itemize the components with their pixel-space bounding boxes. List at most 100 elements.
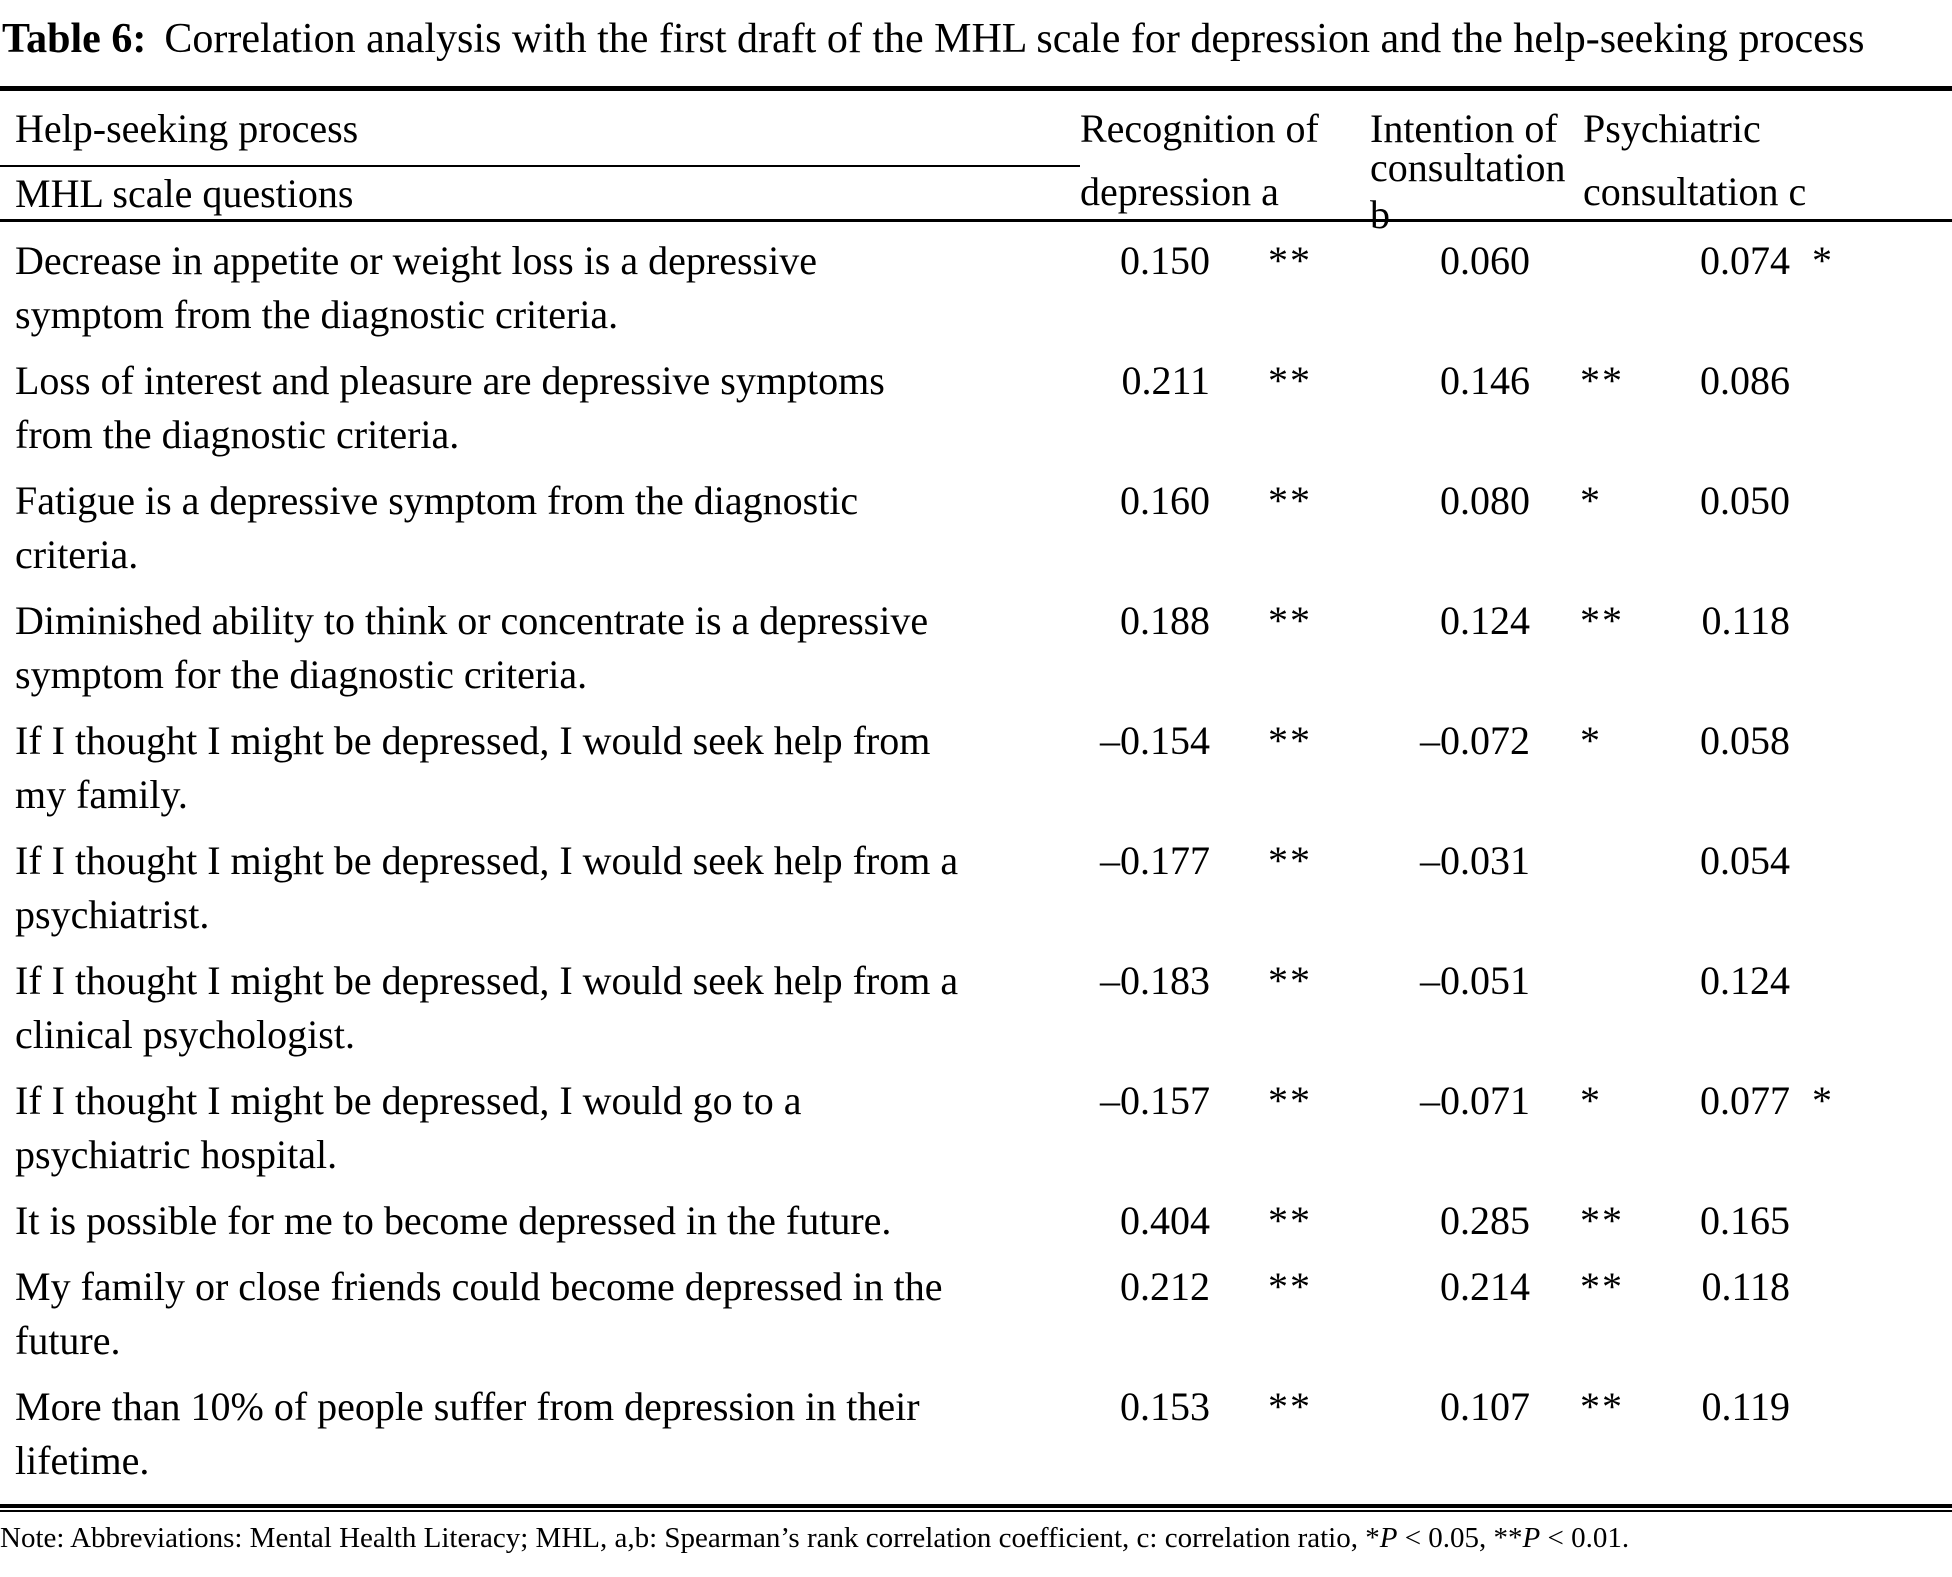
table-row: If I thought I might be depressed, I wou… [0,1074,1952,1182]
psychiatric-value: 0.118 [1701,598,1790,643]
table-title-text: Correlation analysis with the first draf… [164,16,1865,62]
table-footnote: Note: Abbreviations: Mental Health Liter… [0,1520,1952,1556]
header-col-psychiatric-line2: consultation c [1583,168,1807,214]
psychiatric-value: 0.054 [1700,838,1790,883]
psychiatric-sig: * [1812,1078,1834,1123]
question-cell: Decrease in appetite or weight loss is a… [15,238,817,337]
table-row: It is possible for me to become depresse… [0,1194,1952,1248]
header-mhl-scale-questions: MHL scale questions [0,167,1080,219]
question-cell: If I thought I might be depressed, I wou… [15,958,959,1057]
recognition-sig: ** [1268,1078,1312,1123]
header-help-seeking-process: Help-seeking process [0,91,1080,167]
header-col-recognition: Recognition of depression a [1080,91,1370,219]
intention-value: –0.071 [1420,1078,1530,1123]
recognition-value: –0.154 [1100,718,1210,763]
psychiatric-value: 0.086 [1700,358,1790,403]
paper-table-page: Table 6: Correlation analysis with the fi… [0,14,1952,1577]
question-cell: If I thought I might be depressed, I wou… [15,838,959,937]
psychiatric-value: 0.050 [1700,478,1790,523]
question-cell: My family or close friends could become … [15,1264,943,1363]
intention-value: 0.146 [1440,358,1530,403]
header-col-recognition-line2: depression a [1080,168,1279,214]
intention-value: 0.107 [1440,1384,1530,1429]
question-cell: Loss of interest and pleasure are depres… [15,358,885,457]
recognition-value: 0.160 [1120,478,1210,523]
recognition-value: –0.183 [1100,958,1210,1003]
recognition-value: 0.404 [1120,1198,1210,1243]
table-row: My family or close friends could become … [0,1260,1952,1368]
recognition-value: 0.212 [1120,1264,1210,1309]
intention-value: –0.031 [1420,838,1530,883]
recognition-sig: ** [1268,598,1312,643]
table-row: If I thought I might be depressed, I wou… [0,714,1952,822]
table-body: Decrease in appetite or weight loss is a… [0,234,1952,1504]
recognition-sig: ** [1268,718,1312,763]
intention-value: 0.124 [1440,598,1530,643]
table-number: Table 6: [2,16,147,62]
header-left-column: Help-seeking process MHL scale questions [0,91,1080,219]
table-row: Fatigue is a depressive symptom from the… [0,474,1952,582]
intention-sig: ** [1580,358,1624,403]
question-cell: If I thought I might be depressed, I wou… [15,718,931,817]
recognition-value: 0.188 [1120,598,1210,643]
recognition-sig: ** [1268,358,1312,403]
header-col-intention-line1: Intention of [1370,105,1558,151]
intention-sig: ** [1580,1264,1624,1309]
psychiatric-value: 0.124 [1700,958,1790,1003]
intention-sig: ** [1580,1198,1624,1243]
intention-sig: * [1580,478,1602,523]
header-mhl-scale-questions-label: MHL scale questions [15,170,354,216]
table-row: Diminished ability to think or concentra… [0,594,1952,702]
table-bottom-rule [0,1504,1952,1512]
recognition-sig: ** [1268,1264,1312,1309]
header-col-intention: Intention of consultation b [1370,91,1583,238]
recognition-value: –0.177 [1100,838,1210,883]
intention-sig: * [1580,718,1602,763]
psychiatric-value: 0.119 [1701,1384,1790,1429]
recognition-value: –0.157 [1100,1078,1210,1123]
psychiatric-value: 0.077 [1700,1078,1790,1123]
psychiatric-value: 0.165 [1700,1198,1790,1243]
recognition-value: 0.150 [1120,238,1210,283]
intention-value: –0.072 [1420,718,1530,763]
intention-value: 0.285 [1440,1198,1530,1243]
table-row: If I thought I might be depressed, I wou… [0,834,1952,942]
question-cell: If I thought I might be depressed, I wou… [15,1078,802,1177]
header-col-intention-line2: consultation b [1370,145,1566,237]
psychiatric-sig: * [1812,238,1834,283]
table-row: Decrease in appetite or weight loss is a… [0,234,1952,342]
question-cell: It is possible for me to become depresse… [15,1198,892,1243]
intention-value: 0.214 [1440,1264,1530,1309]
footnote-text: < 0.01. [1540,1522,1630,1554]
header-col-psychiatric: Psychiatric consultation c [1583,91,1952,219]
recognition-sig: ** [1268,958,1312,1003]
footnote-p-italic: P [1522,1522,1541,1554]
question-cell: Diminished ability to think or concentra… [15,598,929,697]
table-row: Loss of interest and pleasure are depres… [0,354,1952,462]
table-row: If I thought I might be depressed, I wou… [0,954,1952,1062]
footnote-p-italic: P [1379,1522,1398,1554]
intention-value: 0.060 [1440,238,1530,283]
recognition-sig: ** [1268,838,1312,883]
question-cell: Fatigue is a depressive symptom from the… [15,478,859,577]
psychiatric-value: 0.074 [1700,238,1790,283]
intention-value: 0.080 [1440,478,1530,523]
psychiatric-value: 0.118 [1701,1264,1790,1309]
recognition-sig: ** [1268,238,1312,283]
header-col-recognition-line1: Recognition of [1080,105,1319,151]
footnote-text: Note: Abbreviations: Mental Health Liter… [0,1522,1380,1554]
table-caption: Table 6: Correlation analysis with the fi… [2,14,1952,64]
header-help-seeking-process-label: Help-seeking process [15,105,359,151]
psychiatric-value: 0.058 [1700,718,1790,763]
table-header: Help-seeking process MHL scale questions… [0,86,1952,238]
header-col-psychiatric-line1: Psychiatric [1583,105,1761,151]
table-row: More than 10% of people suffer from depr… [0,1380,1952,1488]
question-cell: More than 10% of people suffer from depr… [15,1384,920,1483]
intention-sig: * [1580,1078,1602,1123]
intention-value: –0.051 [1420,958,1530,1003]
recognition-sig: ** [1268,1198,1312,1243]
recognition-sig: ** [1268,478,1312,523]
recognition-value: 0.211 [1121,358,1210,403]
intention-sig: ** [1580,1384,1624,1429]
recognition-sig: ** [1268,1384,1312,1429]
